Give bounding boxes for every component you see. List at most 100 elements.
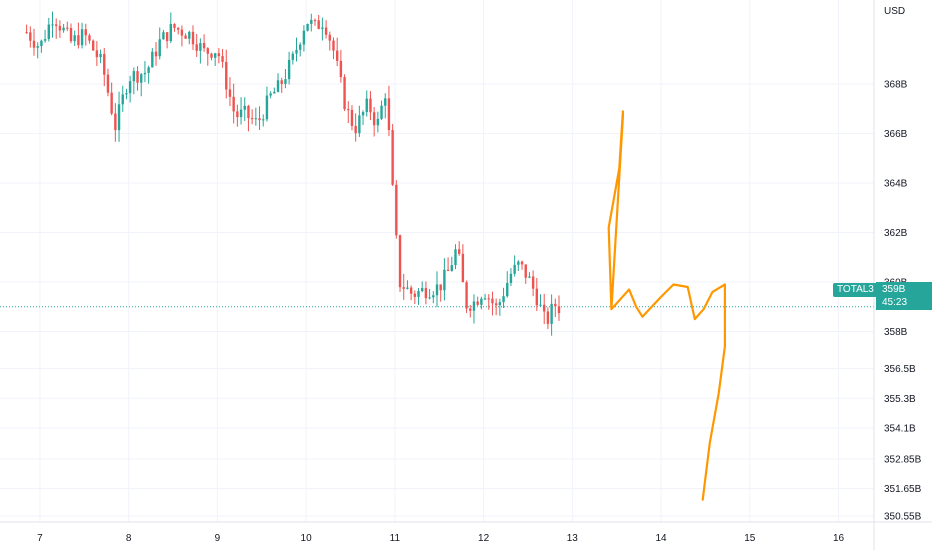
candle-up (428, 297, 431, 299)
candle-down (324, 27, 328, 35)
candle-down (180, 29, 184, 36)
candle-up (310, 19, 313, 24)
candle-up (483, 298, 487, 300)
x-tick-label: 14 (655, 533, 667, 544)
candle-up (273, 91, 276, 94)
candle-layer (25, 11, 561, 336)
candle-up (80, 29, 84, 46)
candle-up (162, 32, 165, 40)
candle-up (158, 39, 161, 57)
candle-up (213, 53, 217, 58)
candle-down (372, 112, 376, 126)
y-tick-label: 355.3B (884, 394, 916, 405)
candle-up (406, 287, 409, 289)
x-tick-label: 15 (744, 533, 756, 544)
candle-down (531, 276, 535, 289)
candle-up (321, 27, 324, 29)
candle-down (402, 287, 405, 289)
candle-up (269, 93, 272, 96)
y-tick-label: 351.65B (884, 484, 922, 495)
candle-up (380, 105, 383, 119)
candle-up (132, 71, 136, 82)
x-tick-label: 13 (567, 533, 579, 544)
y-tick-label: 354.1B (884, 423, 916, 434)
currency-label: USD (884, 6, 906, 17)
y-tick-label: 352.85B (884, 454, 922, 465)
candle-down (210, 53, 213, 58)
y-tick-label: 364B (884, 179, 908, 190)
candle-down (258, 118, 261, 121)
candle-up (125, 93, 128, 95)
candle-down (335, 50, 339, 61)
candle-down (387, 98, 391, 131)
y-tick-label: 362B (884, 228, 908, 239)
forecast-drawing (607, 110, 727, 501)
candle-up (384, 98, 387, 106)
grid-layer (0, 0, 874, 522)
candle-down (494, 303, 498, 306)
candle-down (343, 77, 346, 110)
candle-up (454, 249, 457, 266)
candle-down (110, 92, 113, 114)
candle-down (173, 23, 176, 28)
candle-down (398, 235, 402, 288)
candle-up (47, 24, 51, 40)
candle-up (51, 24, 54, 26)
candle-down (228, 89, 232, 97)
candle-up (140, 74, 143, 83)
candle-down (280, 80, 283, 84)
candle-down (106, 74, 110, 93)
candle-up (302, 30, 306, 45)
candle-up (435, 284, 439, 296)
symbol-badge[interactable]: TOTAL3 (833, 283, 878, 297)
candle-down (136, 71, 139, 83)
candle-up (365, 98, 368, 113)
candle-up (550, 303, 553, 324)
candle-up (291, 53, 295, 60)
candle-down (317, 20, 320, 29)
candle-up (40, 40, 43, 47)
candle-down (69, 27, 73, 42)
candle-down (103, 53, 106, 75)
candle-up (480, 298, 483, 305)
candle-up (528, 276, 531, 278)
candle-up (121, 94, 124, 105)
x-tick-label: 8 (126, 533, 132, 544)
candle-up (539, 304, 542, 306)
candle-down (543, 304, 546, 312)
candle-down (557, 306, 561, 314)
candle-up (62, 27, 65, 31)
candle-down (457, 249, 461, 254)
candle-down (339, 60, 343, 78)
candle-down (91, 40, 95, 51)
candle-up (472, 301, 476, 311)
candle-up (295, 49, 298, 54)
candle-up (43, 39, 47, 41)
candle-down (554, 303, 557, 307)
candle-up (239, 109, 243, 118)
y-tick-label: 368B (884, 80, 908, 91)
candle-up (361, 112, 365, 116)
candle-up (509, 273, 513, 283)
y-tick-label: 356.5B (884, 364, 916, 375)
candle-up (199, 43, 202, 51)
candle-up (306, 23, 309, 31)
y-tick-label: 350.55B (884, 511, 922, 522)
candle-up (262, 119, 265, 121)
candle-down (58, 25, 62, 31)
candle-down (54, 24, 58, 26)
candle-down (114, 113, 117, 131)
candle-down (154, 51, 158, 57)
candle-up (36, 46, 39, 48)
candle-down (221, 56, 224, 62)
candle-up (243, 105, 246, 110)
candle-down (354, 125, 357, 134)
candle-up (299, 44, 302, 50)
candle-up (128, 81, 132, 94)
candle-down (88, 35, 91, 41)
candle-up (506, 282, 509, 297)
candle-up (432, 295, 435, 298)
candle-down (191, 31, 195, 45)
candle-up (284, 79, 287, 84)
